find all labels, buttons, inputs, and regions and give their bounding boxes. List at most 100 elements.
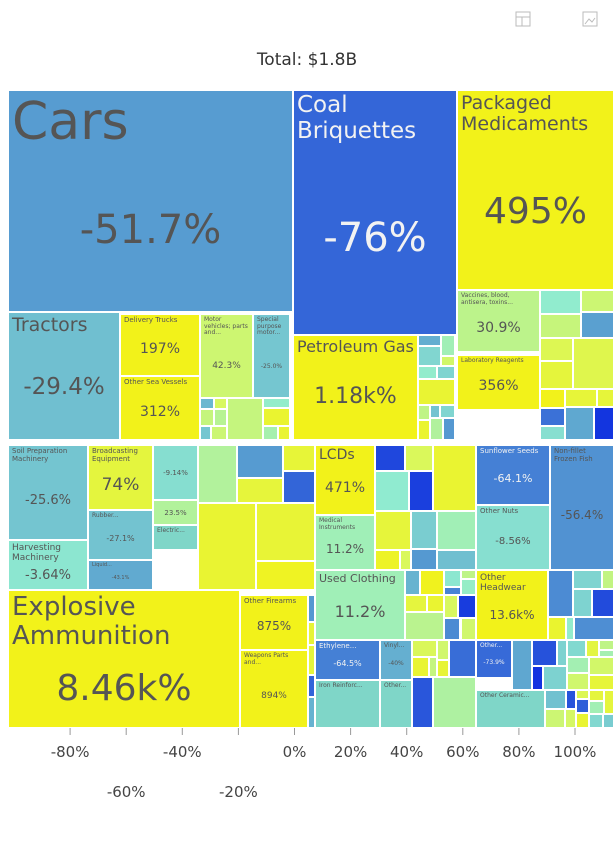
tile-label: Other... (480, 642, 503, 649)
tile: Other Firearms 875% (240, 595, 308, 650)
minor-tile (308, 595, 315, 622)
tile: Other Headwear 13.6k% (476, 570, 548, 640)
minor-tile (540, 338, 573, 362)
minor-tile (283, 471, 315, 503)
minor-tile (419, 570, 444, 595)
tile-value: -40% (388, 659, 404, 667)
minor-tile (375, 510, 411, 550)
minor-tile (308, 621, 315, 645)
minor-tile (412, 657, 429, 677)
minor-tile (198, 445, 237, 503)
minor-tile (542, 666, 568, 690)
tile-value: -51.7% (79, 207, 222, 254)
minor-tile (601, 570, 614, 589)
minor-tile (437, 659, 450, 677)
minor-tile (429, 417, 443, 440)
tile-label: Packaged Medicaments (461, 92, 589, 136)
minor-tile (200, 398, 214, 409)
minor-tile (603, 713, 614, 728)
minor-tile (433, 676, 476, 728)
tile: Special purpose motor... -25.0% (253, 314, 290, 398)
minor-tile (449, 640, 476, 677)
colorbar-tick-label: 80% (502, 743, 535, 761)
tile: Petroleum Gas 1.18k% (293, 335, 418, 440)
tile-value: 356% (478, 377, 519, 394)
tile-label: Motor vehicles; parts and... (204, 316, 248, 337)
tile-value: 13.6k% (489, 608, 535, 623)
tile-label: Weapons Parts and... (244, 652, 289, 666)
minor-tile (594, 407, 614, 440)
minor-tile (418, 335, 442, 347)
minor-tile (540, 314, 581, 338)
tile-value: -56.4% (560, 508, 604, 523)
minor-tile (200, 408, 214, 427)
minor-tile (236, 445, 284, 479)
table-icon[interactable] (515, 11, 531, 27)
tile-value: 42.3% (212, 361, 241, 372)
minor-tile (418, 378, 455, 405)
tile-label: Other Ceramic... (480, 692, 530, 699)
minor-tile (572, 338, 614, 390)
minor-tile (545, 708, 565, 728)
minor-tile (375, 549, 400, 570)
minor-tile (405, 445, 433, 471)
minor-tile (580, 312, 614, 338)
tile: Iron Reinforc... (315, 680, 380, 728)
minor-tile (198, 502, 256, 590)
colorbar-tick-label: 0% (283, 743, 307, 761)
tile: 23.5% (153, 500, 198, 525)
minor-tile (405, 611, 444, 640)
tile: Tractors -29.4% (8, 312, 120, 440)
tile-label: Soil Preparation Machinery (12, 447, 68, 463)
tile-value: 894% (261, 690, 287, 701)
tile-value: 471% (324, 479, 366, 496)
minor-tile (458, 594, 476, 618)
tile: Delivery Trucks 197% (120, 314, 200, 376)
tile-label: Rubber... (92, 512, 119, 519)
tile-value: -73.9% (483, 658, 505, 666)
minor-tile (532, 640, 557, 667)
minor-tile (210, 426, 227, 440)
minor-tile (412, 640, 438, 658)
chart-title: Total: $1.8B (256, 50, 358, 70)
tile-value: -9.14% (163, 468, 188, 477)
tile-value: 74% (101, 475, 140, 496)
tile-value: -76% (323, 215, 427, 262)
tile-value: 30.9% (476, 319, 521, 336)
tile: Vinyl... -40% (380, 640, 412, 680)
tile-value: -27.1% (106, 533, 135, 543)
minor-tile (308, 674, 315, 698)
tile-value: 8.46k% (56, 667, 192, 709)
minor-tile (308, 697, 315, 728)
tile-label: Laboratory Reagents (461, 357, 524, 364)
tile-value: -8.56% (495, 535, 531, 547)
minor-tile (567, 656, 589, 674)
minor-tile (575, 690, 590, 700)
minor-tile (255, 561, 315, 590)
minor-tile (375, 445, 406, 471)
tile-label: Iron Reinforc... (319, 682, 363, 689)
tile-label: Other Nuts (480, 507, 519, 515)
tile: Other... -73.9% (476, 640, 512, 678)
tile-value: 875% (256, 619, 292, 634)
tile-label: Broadcasting Equipment (92, 447, 138, 463)
minor-tile (564, 407, 595, 440)
image-icon[interactable] (582, 11, 598, 27)
tile-value: -64.1% (493, 472, 533, 486)
minor-tile (432, 445, 476, 511)
minor-tile (418, 346, 442, 367)
minor-tile (263, 398, 290, 408)
tile: Electric... (153, 525, 198, 550)
tile-label: LCDs (319, 447, 355, 463)
tile: Sunflower Seeds -64.1% (476, 445, 550, 505)
tile-label: Vaccines, blood, antisera, toxins... (461, 292, 513, 306)
minor-tile (443, 617, 461, 640)
tile-label: Other Firearms (244, 597, 297, 605)
tile: Ethylene... -64.5% (315, 640, 380, 680)
tile-label: Medical Instruments (319, 517, 356, 531)
tile-label: Petroleum Gas (297, 337, 414, 356)
tile-label: Explosive Ammunition (12, 592, 171, 652)
minor-tile (586, 640, 599, 657)
minor-tile (227, 398, 264, 440)
